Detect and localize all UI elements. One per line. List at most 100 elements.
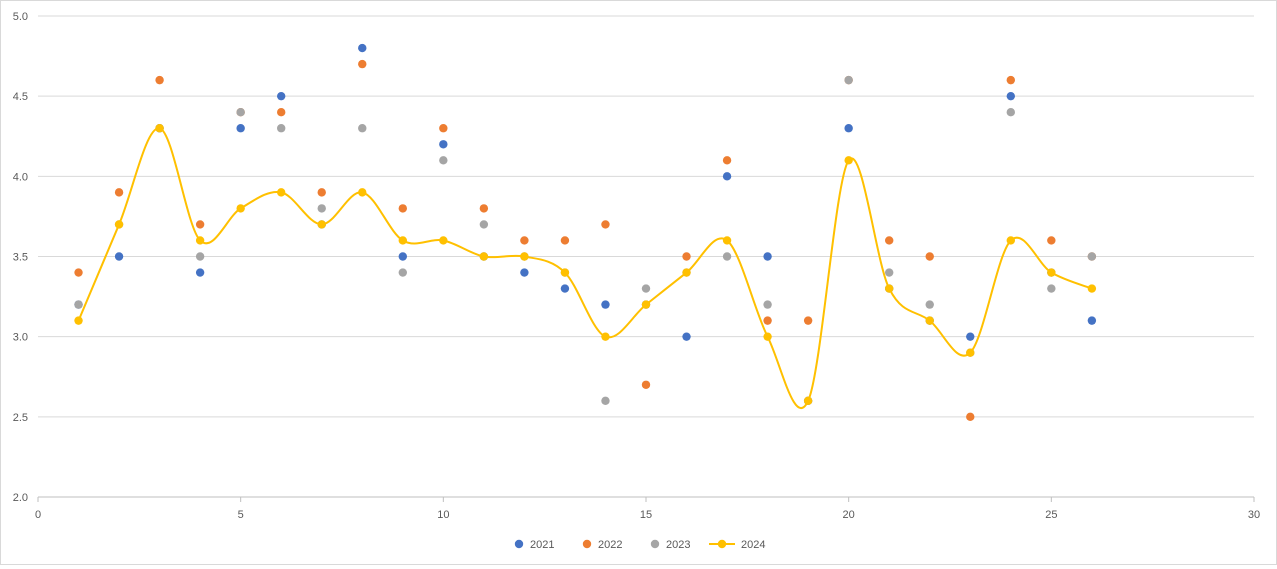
- data-point-2022: [803, 316, 813, 325]
- data-point-2023: [236, 108, 245, 117]
- data-point-2022: [439, 124, 448, 133]
- y-tick-label: 2.5: [13, 412, 28, 424]
- legend-label: 2021: [530, 539, 554, 551]
- data-point-2021: [195, 268, 205, 277]
- data-point-2023: [358, 124, 367, 133]
- legend-marker-2023: [650, 539, 660, 549]
- data-point-2023: [722, 252, 732, 261]
- legend: 2021 2022 2023 2024: [514, 539, 765, 551]
- data-point-2023: [925, 300, 934, 309]
- x-tick-label: 20: [843, 509, 855, 521]
- data-point-2024: [1047, 268, 1056, 277]
- data-point-2024: [803, 396, 813, 405]
- data-point-2023: [74, 300, 83, 309]
- data-point-2023: [1087, 252, 1097, 261]
- data-point-2023: [317, 204, 326, 213]
- data-point-2021: [722, 172, 732, 181]
- data-point-2023: [1006, 108, 1015, 117]
- data-point-2022: [114, 188, 124, 197]
- data-point-2024: [763, 332, 772, 341]
- data-point-2021: [844, 124, 853, 133]
- data-point-2021: [236, 124, 245, 133]
- legend-label: 2023: [666, 539, 690, 551]
- data-point-2021: [358, 43, 367, 53]
- y-tick-label: 4.5: [13, 91, 28, 103]
- data-point-2022: [317, 188, 326, 197]
- data-point-2024: [560, 268, 570, 277]
- data-point-2021: [1006, 91, 1015, 101]
- y-tick-label: 3.0: [13, 332, 28, 344]
- data-point-2023: [195, 252, 205, 261]
- data-point-2024: [277, 188, 286, 197]
- data-point-2022: [560, 236, 570, 245]
- data-point-2022: [398, 204, 407, 213]
- legend-label: 2022: [598, 539, 622, 551]
- data-point-2024: [682, 268, 691, 277]
- axes: 2.0 2.5 3.0 3.5 4.0 4.5 5.0 0 5 10 15 20 25 30: [13, 11, 1260, 521]
- data-point-2023: [398, 268, 407, 277]
- data-point-2023: [479, 220, 489, 229]
- data-point-2024: [722, 236, 732, 245]
- data-point-2022: [966, 412, 975, 422]
- data-point-2023: [844, 75, 853, 85]
- data-point-2022: [520, 236, 529, 245]
- data-point-2022: [358, 59, 367, 69]
- data-point-2023: [277, 124, 286, 133]
- data-point-2023: [641, 284, 651, 293]
- data-point-2022: [155, 75, 164, 85]
- data-point-2024: [74, 316, 83, 325]
- x-tick-label: 15: [640, 509, 652, 521]
- data-point-2024: [885, 284, 894, 293]
- data-point-2022: [277, 108, 286, 117]
- data-point-2023: [885, 268, 894, 277]
- data-point-2022: [1047, 236, 1056, 245]
- data-point-2022: [641, 380, 651, 389]
- x-tick-label: 10: [437, 509, 449, 521]
- data-point-2022: [925, 252, 934, 261]
- data-point-2023: [601, 396, 610, 405]
- y-tick-label: 5.0: [13, 11, 28, 23]
- data-point-2023: [439, 156, 448, 165]
- data-point-2024: [925, 316, 934, 325]
- data-point-2023: [763, 300, 772, 309]
- data-point-2022: [74, 268, 83, 277]
- data-point-2024: [479, 252, 489, 261]
- data-point-2022: [682, 252, 691, 261]
- data-point-2024: [155, 124, 164, 133]
- y-tick-label: 2.0: [13, 492, 28, 504]
- data-point-2022: [195, 220, 205, 229]
- data-point-2023: [1047, 284, 1056, 293]
- data-point-2021: [439, 140, 448, 149]
- legend-marker-2022: [582, 539, 592, 549]
- data-point-2021: [520, 268, 529, 277]
- data-point-2021: [277, 91, 286, 101]
- data-point-2021: [560, 284, 570, 293]
- data-point-2024: [601, 332, 610, 341]
- data-point-2021: [398, 252, 407, 261]
- data-point-2021: [1087, 316, 1097, 325]
- data-point-2024: [317, 220, 326, 229]
- data-point-2021: [601, 300, 610, 309]
- data-point-2024: [439, 236, 448, 245]
- data-point-2024: [966, 348, 975, 357]
- data-point-2021: [763, 252, 772, 261]
- x-tick-label: 5: [238, 509, 244, 521]
- legend-label: 2024: [741, 539, 765, 551]
- data-point-2024: [1006, 236, 1015, 245]
- data-point-2024: [520, 252, 529, 261]
- data-point-2022: [885, 236, 894, 245]
- legend-marker-2024: [717, 539, 727, 549]
- x-tick-label: 0: [35, 509, 41, 521]
- data-point-2022: [763, 316, 772, 325]
- data-point-2024: [358, 188, 367, 197]
- data-point-2024: [114, 220, 124, 229]
- data-point-2021: [114, 252, 124, 261]
- data-point-2022: [479, 204, 489, 213]
- series-line-2024: [77, 127, 1093, 410]
- data-point-2024: [195, 236, 205, 245]
- plot-marks: [74, 43, 1097, 422]
- data-point-2022: [1006, 75, 1015, 85]
- data-point-2024: [398, 236, 407, 245]
